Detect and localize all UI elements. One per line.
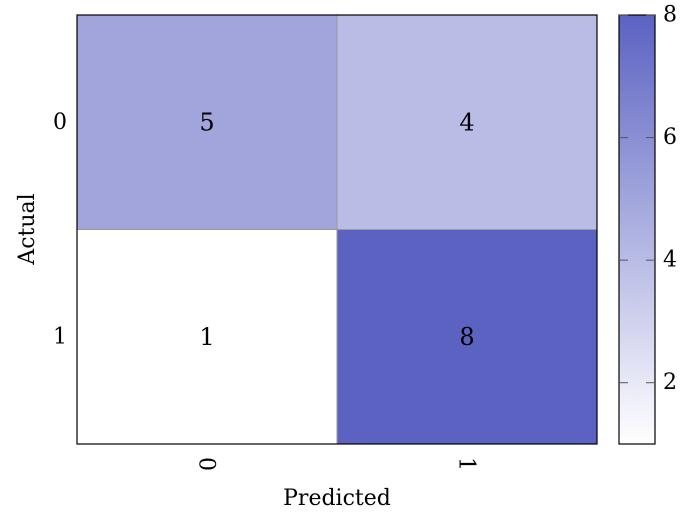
y-tick-labels: 01	[53, 110, 67, 350]
x-tick-label-1: 1	[454, 457, 479, 471]
cell-value-label-r1-c1: 8	[459, 323, 474, 351]
heatmap-cells	[76, 14, 598, 445]
colorbar-tick-label-3: 8	[663, 3, 677, 28]
y-axis-label: Actual	[15, 193, 40, 265]
heatmap-cell-r1-c0	[76, 229, 338, 445]
y-tick-label-0: 0	[53, 110, 67, 135]
colorbar-tick-label-1: 4	[663, 248, 677, 273]
colorbar-ticks: 2 4 6 8	[619, 3, 677, 395]
colorbar-tick-label-2: 6	[663, 125, 677, 150]
cell-value-label-r1-c0: 1	[199, 323, 214, 351]
colorbar-gradient	[618, 14, 656, 445]
y-tick-label-1: 1	[53, 324, 67, 349]
cell-value-label-r0-c1: 4	[459, 108, 474, 136]
cell-value-label-r0-c0: 5	[199, 108, 214, 136]
heatmap-cell-r1-c1	[336, 229, 598, 445]
plot-frame	[76, 14, 598, 445]
x-axis-label: Predicted	[283, 486, 391, 511]
x-tick-label-0: 0	[194, 457, 219, 471]
colorbar: 2 4 6 8	[618, 3, 677, 445]
heatmap-cell-r0-c0	[76, 14, 338, 230]
heatmap-cell-r0-c1	[336, 14, 598, 230]
colorbar-tick-label-0: 2	[663, 370, 677, 395]
cell-value-labels: 5 4 1 8	[199, 108, 474, 351]
